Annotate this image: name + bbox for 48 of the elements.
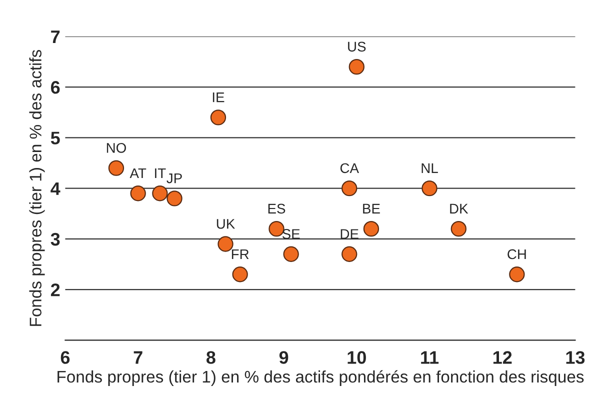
x-tick-label: 12 [493, 351, 512, 364]
annotation: AT [130, 168, 146, 178]
point [342, 180, 358, 196]
y-tick-label: 5 [50, 132, 60, 144]
x-tick-label: 6 [60, 351, 70, 364]
annotation: JP [166, 174, 182, 184]
y-axis-title: Fonds propres (tier 1) en % des actifs [29, 50, 45, 326]
annotation: CA [340, 163, 359, 174]
annotation: US [348, 42, 366, 52]
annotation: IE [212, 92, 224, 102]
point [363, 220, 380, 237]
point [210, 110, 226, 126]
point [130, 186, 146, 202]
point [422, 180, 438, 196]
x-tick-label: 7 [134, 351, 142, 364]
point [232, 266, 248, 282]
point [283, 246, 299, 262]
annotation: ES [268, 204, 286, 214]
annotation: SE [282, 229, 300, 239]
annotation: DK [450, 204, 468, 214]
y-tick-label: 7 [51, 30, 60, 43]
x-tick-label: 10 [348, 351, 366, 364]
point [342, 246, 358, 262]
annotation: FR [232, 249, 249, 260]
point [348, 58, 364, 75]
x-tick-label: 11 [421, 351, 439, 364]
point [268, 220, 284, 237]
y-tick-label: 6 [50, 81, 60, 94]
point [166, 190, 182, 206]
x-axis-title: Fonds propres (tier 1) en % des actifs pondérés en fonction des risques [58, 370, 584, 386]
y-tick-label: 4 [50, 182, 60, 195]
y-tick-label: 2 [50, 284, 60, 296]
annotation: DE [340, 229, 358, 239]
annotation: UK [216, 219, 235, 229]
point [218, 236, 234, 252]
point [152, 186, 168, 202]
point [509, 266, 525, 282]
annotation: BE [363, 204, 380, 214]
y-tick-label: 3 [50, 232, 60, 246]
annotation: NO [106, 142, 126, 153]
x-tick-label: 13 [566, 351, 585, 364]
annotation: NL [422, 163, 438, 173]
point [450, 220, 466, 237]
point [108, 160, 124, 176]
annotation: IT [155, 168, 166, 178]
annotation: CH [508, 249, 526, 260]
x-tick-label: 8 [206, 351, 216, 364]
x-tick-label: 9 [279, 351, 288, 364]
